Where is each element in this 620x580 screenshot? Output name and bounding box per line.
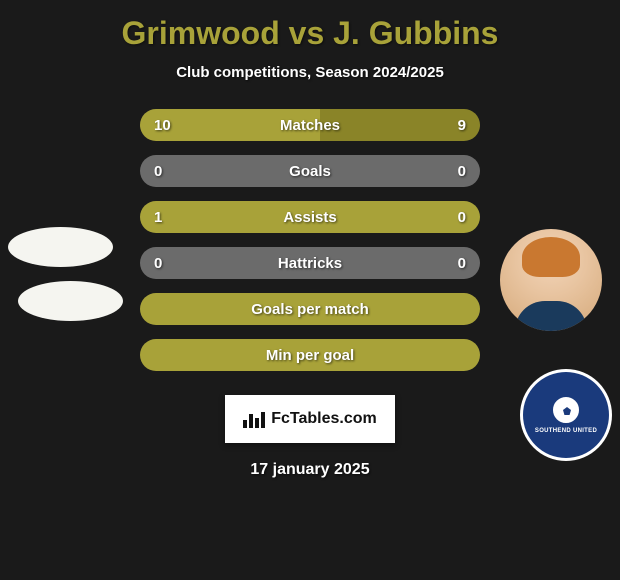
stat-bar: Goals per match — [140, 293, 480, 325]
stat-value-right: 9 — [458, 117, 466, 134]
player1-club-placeholder — [18, 281, 123, 321]
crest-ball-icon — [551, 395, 581, 425]
date-label: 17 january 2025 — [250, 461, 369, 479]
stat-label: Goals — [289, 163, 331, 180]
stat-row: 1 0 Assists — [0, 201, 620, 233]
comparison-card: Grimwood vs J. Gubbins Club competitions… — [0, 0, 620, 489]
stat-label: Hattricks — [278, 255, 342, 272]
stat-value-right: 0 — [458, 163, 466, 180]
stat-bar-right: 0 — [458, 201, 480, 233]
stat-bar: Min per goal — [140, 339, 480, 371]
stat-bar-right: 0 — [310, 155, 480, 187]
stat-value-right: 0 — [458, 255, 466, 272]
stats-section: SOUTHEND UNITED 109Matches00Goals10Assis… — [0, 109, 620, 385]
player2-avatar — [500, 229, 602, 331]
branding-text: FcTables.com — [271, 410, 377, 428]
subtitle: Club competitions, Season 2024/2025 — [176, 64, 444, 81]
page-title: Grimwood vs J. Gubbins — [122, 15, 499, 52]
stat-bar: 10 9 Matches — [140, 109, 480, 141]
stat-label: Min per goal — [266, 347, 354, 364]
player2-name: J. Gubbins — [333, 15, 498, 51]
chart-bars-icon — [243, 410, 265, 428]
stat-bar: 0 0 Goals — [140, 155, 480, 187]
vs-separator: vs — [289, 15, 325, 51]
stat-bar: 0 0 Hattricks — [140, 247, 480, 279]
stat-value-left: 0 — [154, 163, 162, 180]
stat-row: 10 9 Matches — [0, 109, 620, 141]
stat-bar: 1 0 Assists — [140, 201, 480, 233]
player2-club-crest: SOUTHEND UNITED — [520, 369, 612, 461]
stat-value-left: 10 — [154, 117, 171, 134]
stat-value-right: 0 — [458, 209, 466, 226]
crest-label: SOUTHEND UNITED — [529, 427, 603, 435]
stat-bar-left: 0 — [140, 155, 310, 187]
stat-bar-right: 9 — [320, 109, 480, 141]
stat-row: 0 0 Goals — [0, 155, 620, 187]
branding-badge[interactable]: FcTables.com — [225, 395, 395, 443]
player1-name: Grimwood — [122, 15, 280, 51]
stat-value-left: 0 — [154, 255, 162, 272]
stat-label: Goals per match — [251, 301, 369, 318]
stat-label: Matches — [280, 117, 340, 134]
stat-label: Assists — [283, 209, 336, 226]
stat-row: Min per goal — [0, 339, 620, 371]
stat-value-left: 1 — [154, 209, 162, 226]
player1-avatar-placeholder — [8, 227, 113, 267]
